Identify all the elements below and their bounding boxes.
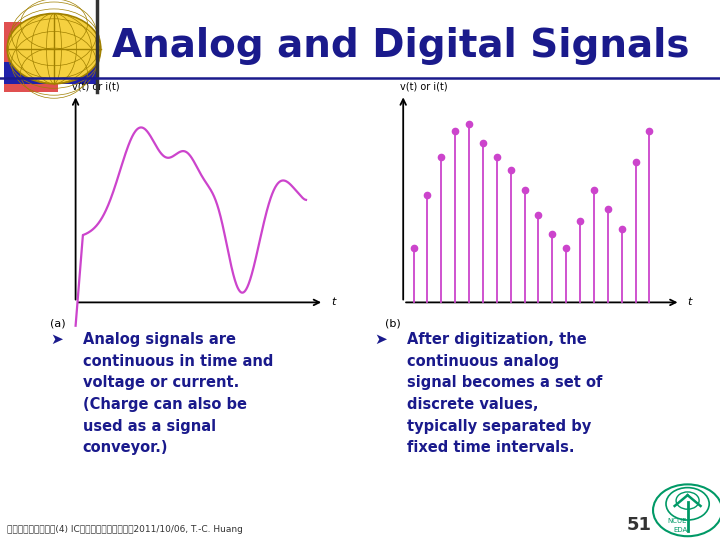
Text: NCUE: NCUE <box>667 518 687 524</box>
Text: (a): (a) <box>50 319 66 329</box>
Text: Analog and Digital Signals: Analog and Digital Signals <box>112 27 689 65</box>
Circle shape <box>7 14 101 84</box>
Text: ➤: ➤ <box>50 332 63 347</box>
Text: ➤: ➤ <box>374 332 387 347</box>
Bar <box>4 62 97 84</box>
Text: v(t) or i(t): v(t) or i(t) <box>400 82 447 92</box>
Text: EDA: EDA <box>673 526 688 533</box>
Text: 彰師大電子工程導論(4) IC設計領域與產業介紹，2011/10/06, T.-C. Huang: 彰師大電子工程導論(4) IC設計領域與產業介紹，2011/10/06, T.-… <box>7 524 243 534</box>
Text: (b): (b) <box>385 319 401 329</box>
Text: t: t <box>688 298 692 307</box>
Bar <box>4 22 58 92</box>
Text: After digitization, the
continuous analog
signal becomes a set of
discrete value: After digitization, the continuous analo… <box>407 332 602 455</box>
Text: Analog signals are
continuous in time and
voltage or current.
(Charge can also b: Analog signals are continuous in time an… <box>83 332 273 455</box>
Text: t: t <box>331 298 336 307</box>
Text: v(t) or i(t): v(t) or i(t) <box>72 82 120 92</box>
Text: 51: 51 <box>626 516 652 534</box>
